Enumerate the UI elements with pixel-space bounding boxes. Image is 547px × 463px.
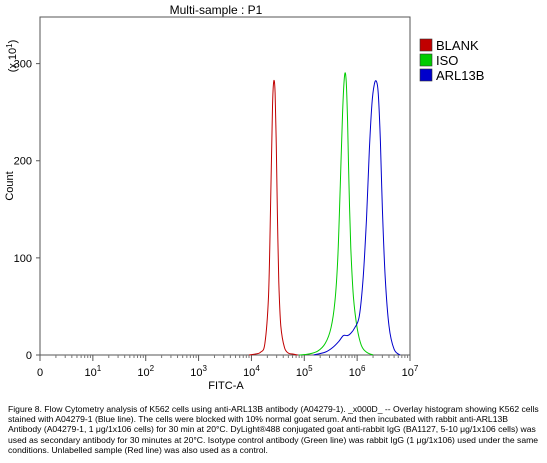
x-tick-label: 104 [243, 364, 260, 379]
x-tick-label: 107 [402, 364, 419, 379]
series-line-iso [299, 72, 374, 356]
x-tick-label: 106 [349, 364, 366, 379]
y-tick-label: 0 [26, 350, 32, 362]
y-axis-label: Count [4, 171, 16, 200]
x-tick-label: 103 [190, 364, 207, 379]
x-tick-label: 102 [137, 364, 154, 379]
figure-caption: Figure 8. Flow Cytometry analysis of K56… [8, 404, 539, 455]
legend-swatch-iso [419, 53, 433, 67]
y-tick-label: 300 [14, 59, 32, 71]
y-multiplier-exp: 1 [5, 43, 14, 48]
legend-label-arl13b: ARL13B [436, 68, 484, 83]
legend-label-blank: BLANK [436, 38, 479, 53]
flow-cytometry-chart: Multi-sample : P1 (x 101) Count FITC-A 0… [4, 3, 484, 392]
x-tick-label: 105 [296, 364, 313, 379]
series-line-arl13b [313, 80, 401, 356]
y-axis-ticks: 0 100 200 300 [14, 59, 40, 362]
y-tick-label: 200 [14, 156, 32, 168]
x-axis-label: FITC-A [208, 380, 244, 392]
y-multiplier-close: ) [7, 40, 19, 44]
y-tick-label: 100 [14, 253, 32, 265]
legend-swatch-arl13b [419, 68, 433, 82]
y-multiplier-base: (x 10 [7, 48, 19, 72]
legend-swatch-blank [419, 38, 433, 52]
chart-title: Multi-sample : P1 [170, 3, 263, 17]
legend-label-iso: ISO [436, 53, 458, 68]
x-tick-label: 0 [37, 367, 43, 379]
y-multiplier-label: (x 101) [5, 40, 19, 73]
plot-frame [39, 16, 411, 356]
series-lines [248, 72, 401, 356]
x-tick-label: 101 [85, 364, 102, 379]
series-line-blank [248, 79, 298, 356]
x-axis-ticks: 0 101 102 103 104 105 106 107 [37, 355, 419, 379]
